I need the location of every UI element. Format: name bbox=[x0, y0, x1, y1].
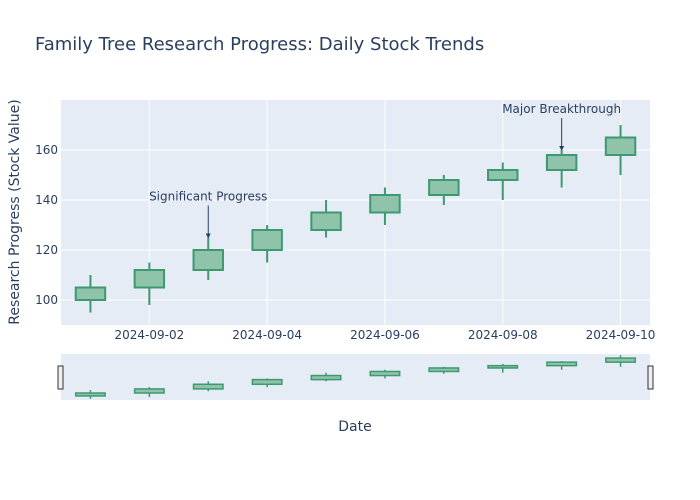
candle bbox=[487, 162, 519, 200]
slider-candle bbox=[428, 366, 460, 374]
candle-body bbox=[487, 169, 519, 181]
candle-body bbox=[310, 211, 342, 231]
candle-body bbox=[192, 249, 224, 271]
slider-candle-body bbox=[369, 370, 401, 377]
candle-body bbox=[251, 229, 283, 251]
candle bbox=[369, 187, 401, 225]
candle bbox=[428, 175, 460, 205]
slider-candle-body bbox=[546, 361, 578, 367]
candle bbox=[74, 275, 107, 313]
y-tick-label: 140 bbox=[35, 193, 58, 207]
chart-title: Family Tree Research Progress: Daily Sto… bbox=[35, 34, 484, 55]
slider-candle-body bbox=[428, 367, 460, 373]
slider-candle bbox=[192, 381, 224, 392]
candle bbox=[251, 225, 283, 263]
candle bbox=[545, 150, 578, 188]
y-tick-label: 100 bbox=[35, 293, 58, 307]
candle-body bbox=[133, 269, 166, 289]
x-axis-title: Date bbox=[338, 419, 371, 435]
slider-candle-body bbox=[310, 374, 342, 381]
candle bbox=[133, 262, 166, 305]
slider-candle bbox=[605, 355, 637, 367]
range-slider-right-handle[interactable] bbox=[647, 365, 654, 390]
annotation: Significant Progress bbox=[149, 190, 267, 239]
slider-candle bbox=[546, 360, 578, 370]
candle bbox=[310, 200, 342, 238]
x-tick-label: 2024-09-04 bbox=[232, 328, 302, 342]
candles-group bbox=[74, 125, 637, 313]
slider-candle-body bbox=[133, 388, 165, 394]
y-tick-label: 160 bbox=[35, 143, 58, 157]
candle-body bbox=[74, 286, 107, 301]
slider-candle-body bbox=[74, 392, 106, 397]
x-tick-label: 2024-09-02 bbox=[114, 328, 184, 342]
x-tick-label: 2024-09-10 bbox=[586, 328, 656, 342]
slider-candle bbox=[310, 372, 342, 382]
slider-candle bbox=[369, 369, 401, 379]
y-tick-label: 120 bbox=[35, 243, 58, 257]
annotation: Major Breakthrough bbox=[502, 102, 621, 151]
y-tick-labels: 100 120 140 160 bbox=[35, 143, 58, 307]
annotations-group: Significant Progress Major Breakthrough bbox=[149, 102, 621, 239]
slider-candle bbox=[251, 378, 283, 388]
slider-candle bbox=[74, 390, 106, 399]
x-tick-label: 2024-09-06 bbox=[350, 328, 420, 342]
candle bbox=[604, 125, 637, 175]
y-axis-title: Research Progress (Stock Value) bbox=[7, 99, 23, 324]
annotation-label: Major Breakthrough bbox=[502, 102, 621, 116]
slider-candle bbox=[133, 387, 165, 398]
range-slider-left-handle[interactable] bbox=[57, 365, 64, 390]
annotation-arrowhead bbox=[559, 146, 565, 151]
candle-body bbox=[545, 154, 578, 171]
range-slider-candles bbox=[74, 355, 637, 399]
annotation-arrowhead bbox=[205, 233, 211, 239]
x-tick-labels: 2024-09-02 2024-09-04 2024-09-06 2024-09-08… bbox=[114, 328, 655, 342]
candle bbox=[192, 237, 224, 280]
slider-candle-body bbox=[192, 383, 224, 390]
slider-candle-body bbox=[605, 357, 637, 363]
slider-candle-body bbox=[251, 378, 283, 386]
x-tick-label: 2024-09-08 bbox=[468, 328, 538, 342]
candle-body bbox=[604, 136, 637, 156]
candle-body bbox=[428, 179, 460, 196]
slider-candle bbox=[487, 363, 519, 373]
annotation-label: Significant Progress bbox=[149, 190, 267, 204]
candle-body bbox=[369, 194, 401, 214]
slider-candle-body bbox=[487, 364, 519, 369]
